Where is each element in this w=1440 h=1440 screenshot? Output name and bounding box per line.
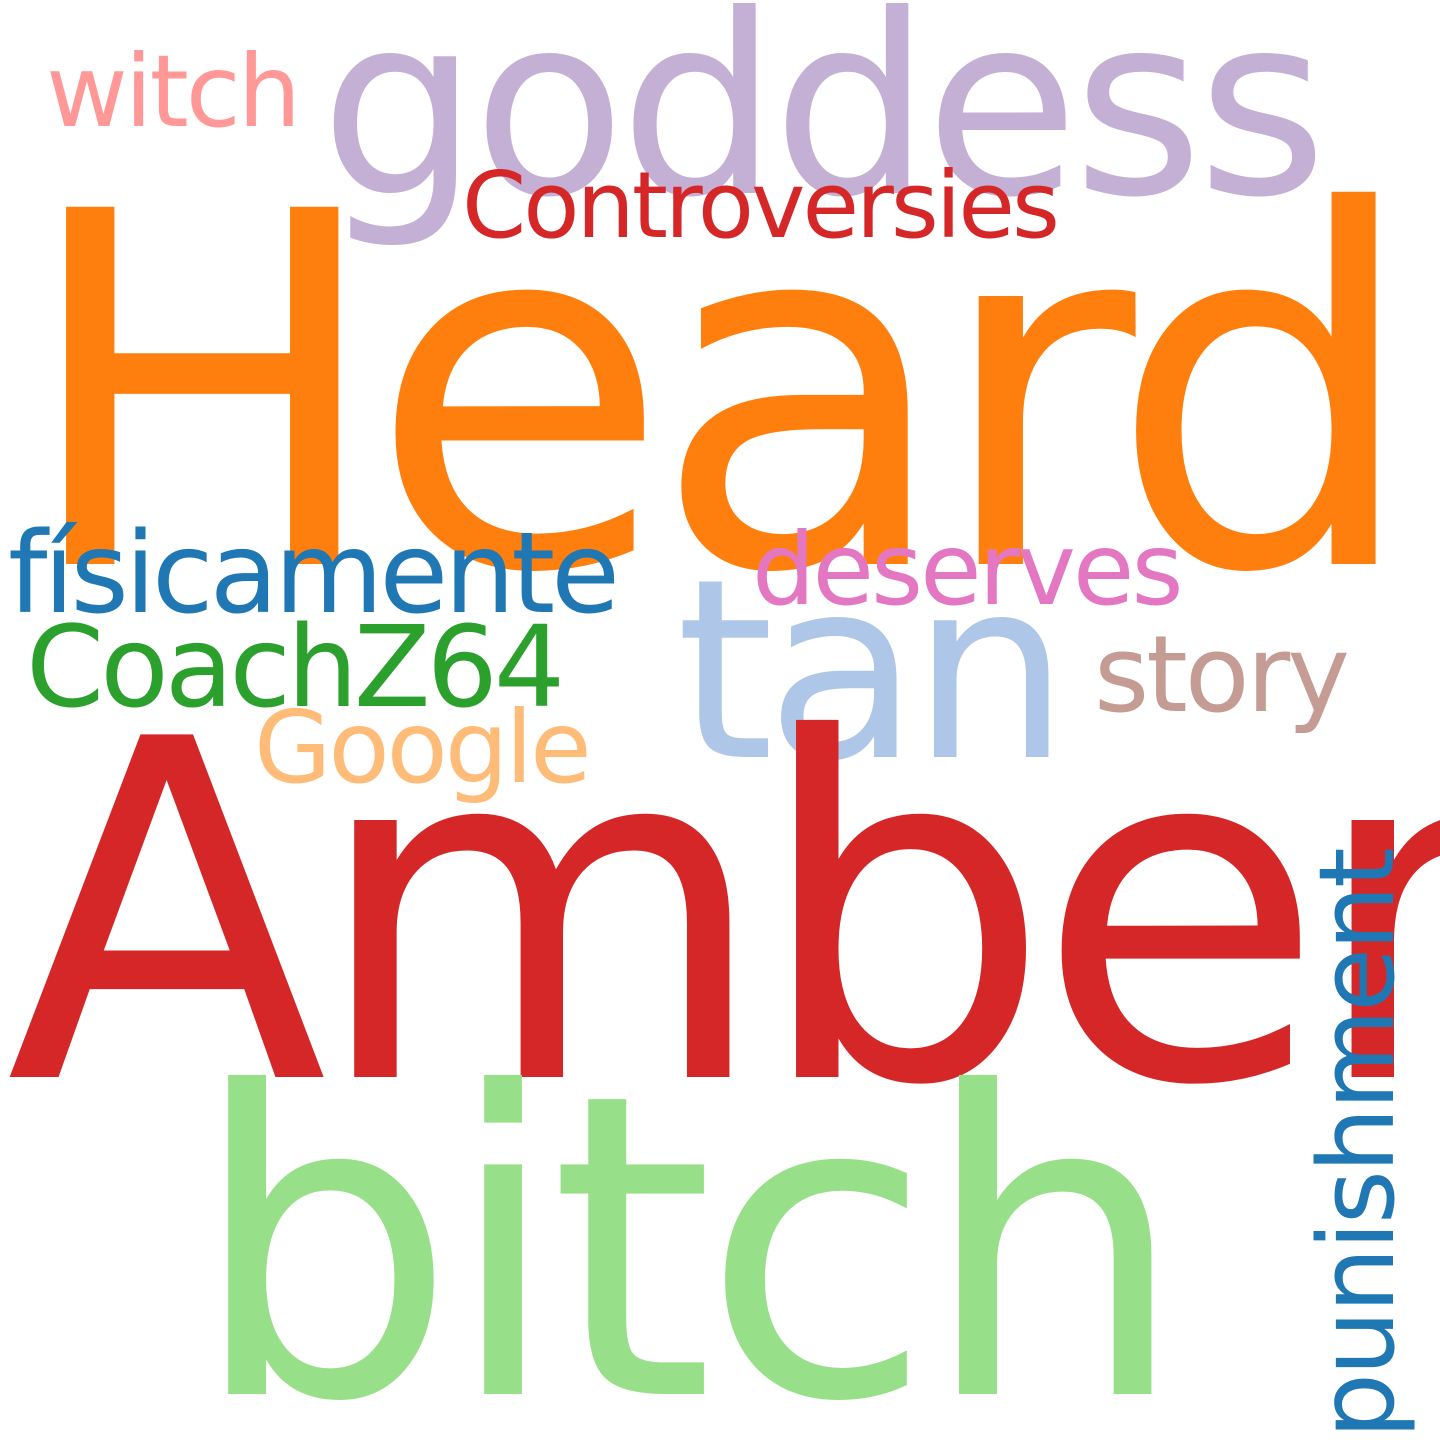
word-punishment: punishment [1296,850,1418,1439]
word-deserves: deserves [752,511,1184,628]
word-goddess: goddess [320,0,1327,252]
word-witch: witch [46,33,301,150]
word-heard: Heard [18,109,1420,680]
word-amber: Amber [6,641,1440,1188]
word-tan: tan [676,525,1070,816]
word-story: story [1094,613,1350,736]
word-controversies: Controversies [462,152,1060,259]
word-fisicamente: físicamente [8,509,620,639]
word-coachz64: CoachZ64 [26,603,565,733]
word-google: Google [254,689,592,806]
word-bitch: bitch [190,1005,1187,1440]
